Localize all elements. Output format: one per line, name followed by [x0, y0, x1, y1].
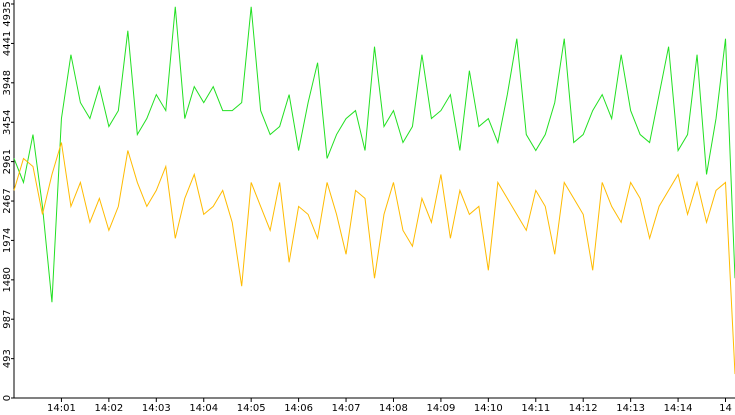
y-tick-label: 4441 [2, 31, 13, 56]
y-tick-label: 3454 [2, 110, 13, 135]
x-tick-label: 14:07 [332, 403, 361, 414]
y-tick-label: 0 [2, 395, 13, 401]
x-tick-label: 14:14 [664, 403, 693, 414]
x-tick-label: 14:04 [189, 403, 218, 414]
y-tick-label: 1480 [2, 267, 13, 292]
y-tick-label: 3948 [2, 70, 13, 95]
y-tick-label: 2467 [2, 188, 13, 213]
y-tick-label: 493 [2, 349, 13, 368]
x-tick-label: 14:10 [474, 403, 503, 414]
x-tick-label: 14:05 [237, 403, 266, 414]
x-tick-label: 14:01 [47, 403, 76, 414]
y-tick-label: 1974 [2, 228, 13, 253]
series-line [13, 142, 735, 375]
x-tick-label: 14:06 [284, 403, 313, 414]
x-tick-label: 14:12 [569, 403, 598, 414]
x-tick-label: 14:03 [142, 403, 171, 414]
x-tick-label: 14:08 [379, 403, 408, 414]
x-tick-label: 14 [719, 403, 732, 414]
series-line [13, 6, 735, 303]
y-tick-label: 987 [2, 310, 13, 329]
x-tick-label: 14:02 [94, 403, 123, 414]
x-tick-label: 14:09 [426, 403, 455, 414]
y-tick-label: 2961 [2, 149, 13, 174]
x-tick-label: 14:11 [521, 403, 550, 414]
x-tick-label: 14:13 [616, 403, 645, 414]
y-tick-label: 4935 [2, 1, 13, 26]
